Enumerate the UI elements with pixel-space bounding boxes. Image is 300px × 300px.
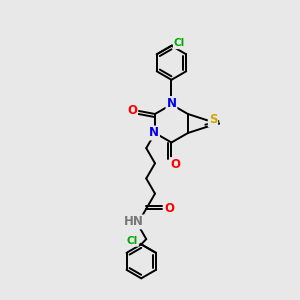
Text: O: O bbox=[127, 104, 137, 118]
Text: N: N bbox=[149, 127, 159, 140]
Text: O: O bbox=[164, 202, 174, 215]
Text: Cl: Cl bbox=[127, 236, 138, 246]
Text: HN: HN bbox=[124, 215, 143, 228]
Text: Cl: Cl bbox=[174, 38, 185, 48]
Text: O: O bbox=[170, 158, 181, 171]
Text: S: S bbox=[209, 113, 217, 126]
Text: N: N bbox=[167, 97, 176, 110]
